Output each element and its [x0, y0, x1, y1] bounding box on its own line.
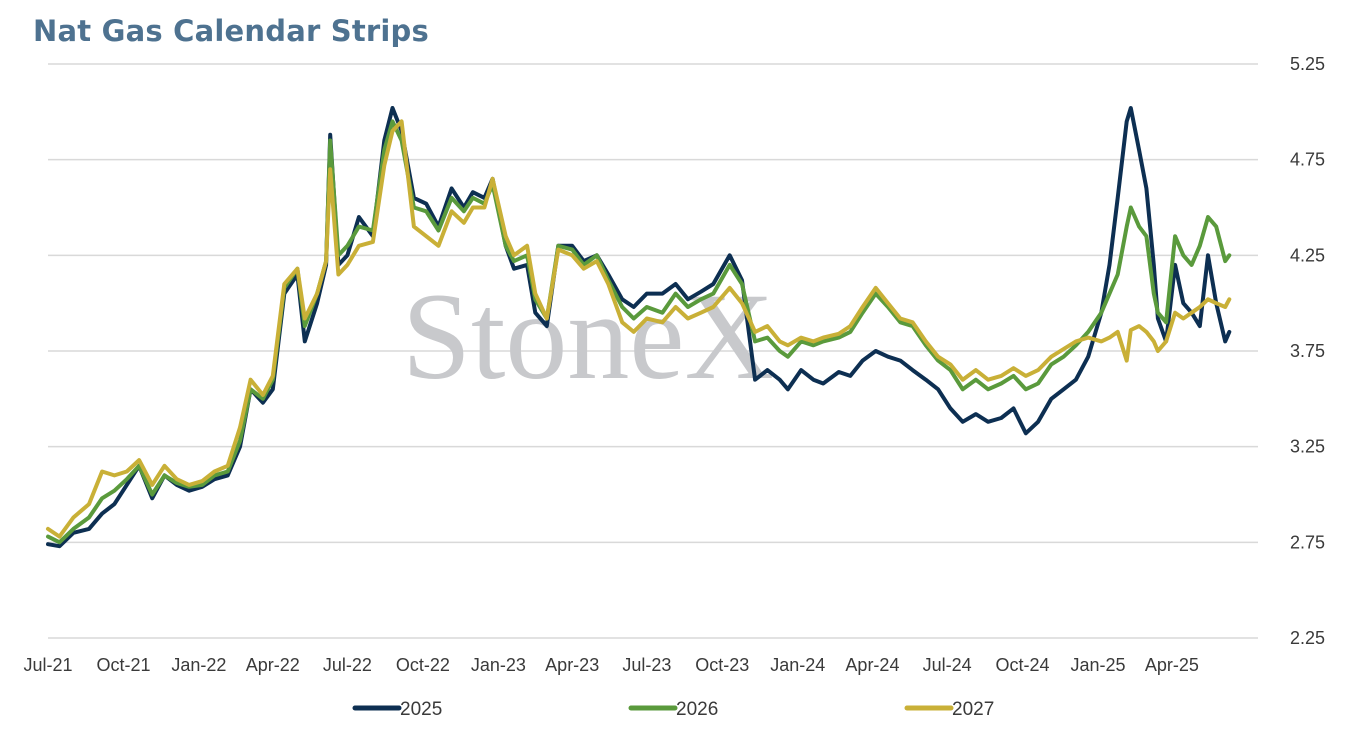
- y-tick-label: 4.25: [1290, 245, 1325, 265]
- x-tick-label: Oct-22: [396, 655, 450, 675]
- x-tick-label: Jan-24: [770, 655, 825, 675]
- y-tick-label: 2.25: [1290, 628, 1325, 648]
- x-axis-ticks: Jul-21 Oct-21 Jan-22 Apr-22 Jul-22 Oct-22 Jan-…: [23, 655, 1198, 675]
- x-tick-label: Oct-24: [996, 655, 1050, 675]
- x-tick-label: Jan-22: [171, 655, 226, 675]
- x-tick-label: Jul-24: [923, 655, 972, 675]
- legend-label-2025: 2025: [400, 699, 442, 720]
- chart-title: Nat Gas Calendar Strips: [33, 14, 429, 48]
- x-tick-label: Oct-23: [695, 655, 749, 675]
- y-tick-label: 4.75: [1290, 150, 1325, 170]
- x-tick-label: Jul-22: [323, 655, 372, 675]
- x-tick-label: Jul-21: [23, 655, 72, 675]
- x-tick-label: Apr-24: [845, 655, 899, 675]
- legend: 2025 2026 2027: [352, 699, 994, 720]
- x-tick-label: Jan-23: [471, 655, 526, 675]
- grid-lines: [48, 63, 1258, 639]
- x-tick-label: Oct-21: [96, 655, 150, 675]
- series-lines: [46, 106, 1232, 549]
- x-tick-label: Jul-23: [622, 655, 671, 675]
- y-axis-ticks: 2.25 2.75 3.25 3.75 4.25 4.75 5.25: [1290, 54, 1325, 648]
- legend-label-2027: 2027: [952, 699, 994, 720]
- x-tick-label: Jan-25: [1071, 655, 1126, 675]
- legend-label-2026: 2026: [676, 699, 718, 720]
- stonex-watermark: StoneX: [402, 268, 774, 405]
- y-tick-label: 3.75: [1290, 341, 1325, 361]
- series-line-2027: [46, 119, 1232, 539]
- x-tick-label: Apr-23: [545, 655, 599, 675]
- y-tick-label: 2.75: [1290, 532, 1325, 552]
- y-tick-label: 5.25: [1290, 54, 1325, 74]
- series-line-2025: [46, 106, 1232, 549]
- x-tick-label: Apr-25: [1145, 655, 1199, 675]
- x-tick-label: Apr-22: [246, 655, 300, 675]
- y-tick-label: 3.25: [1290, 437, 1325, 457]
